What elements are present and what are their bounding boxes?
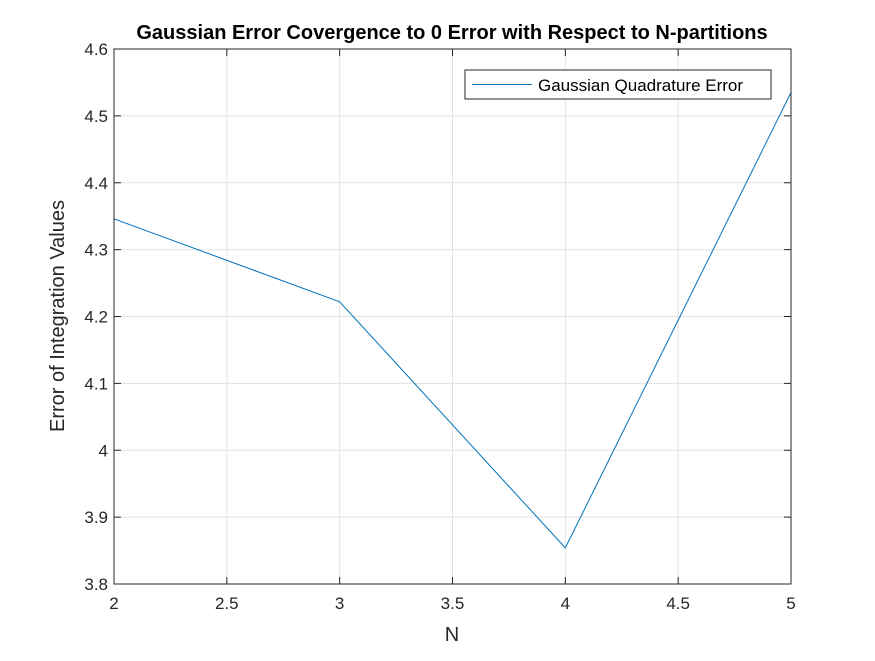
y-tick-label: 4.3 [84, 241, 108, 260]
x-tick-label: 4 [561, 594, 570, 613]
y-tick-label: 4.2 [84, 308, 108, 327]
y-tick-label: 3.8 [84, 575, 108, 594]
legend[interactable]: Gaussian Quadrature Error [464, 69, 772, 100]
y-tick-label: 4 [99, 441, 108, 460]
x-tick-label: 4.5 [666, 594, 690, 613]
y-axis-label: Error of Integration Values [47, 200, 69, 432]
y-tick-label: 4.6 [84, 40, 108, 59]
series-line-0 [113, 92, 792, 549]
legend-label: Gaussian Quadrature Error [538, 76, 743, 95]
y-tick-label: 4.4 [84, 174, 108, 193]
x-tick-label: 3 [335, 594, 344, 613]
y-tick-label: 4.1 [84, 374, 108, 393]
x-tick-label: 2.5 [215, 594, 239, 613]
x-tick-labels: 2 2.5 3 3.5 4 4.5 5 [109, 594, 795, 613]
x-axis-label: N [445, 624, 459, 646]
y-tick-label: 4.5 [84, 107, 108, 126]
y-tick-labels: 3.8 3.9 4 4.1 4.2 4.3 4.4 4.5 4.6 [84, 40, 108, 594]
y-tick-label: 3.9 [84, 508, 108, 527]
x-tick-label: 5 [786, 594, 795, 613]
x-tick-label: 3.5 [441, 594, 465, 613]
series-layer [113, 92, 792, 549]
tick-marks [113, 48, 792, 585]
x-tick-label: 2 [109, 594, 118, 613]
chart-title: Gaussian Error Covergence to 0 Error wit… [136, 22, 767, 44]
